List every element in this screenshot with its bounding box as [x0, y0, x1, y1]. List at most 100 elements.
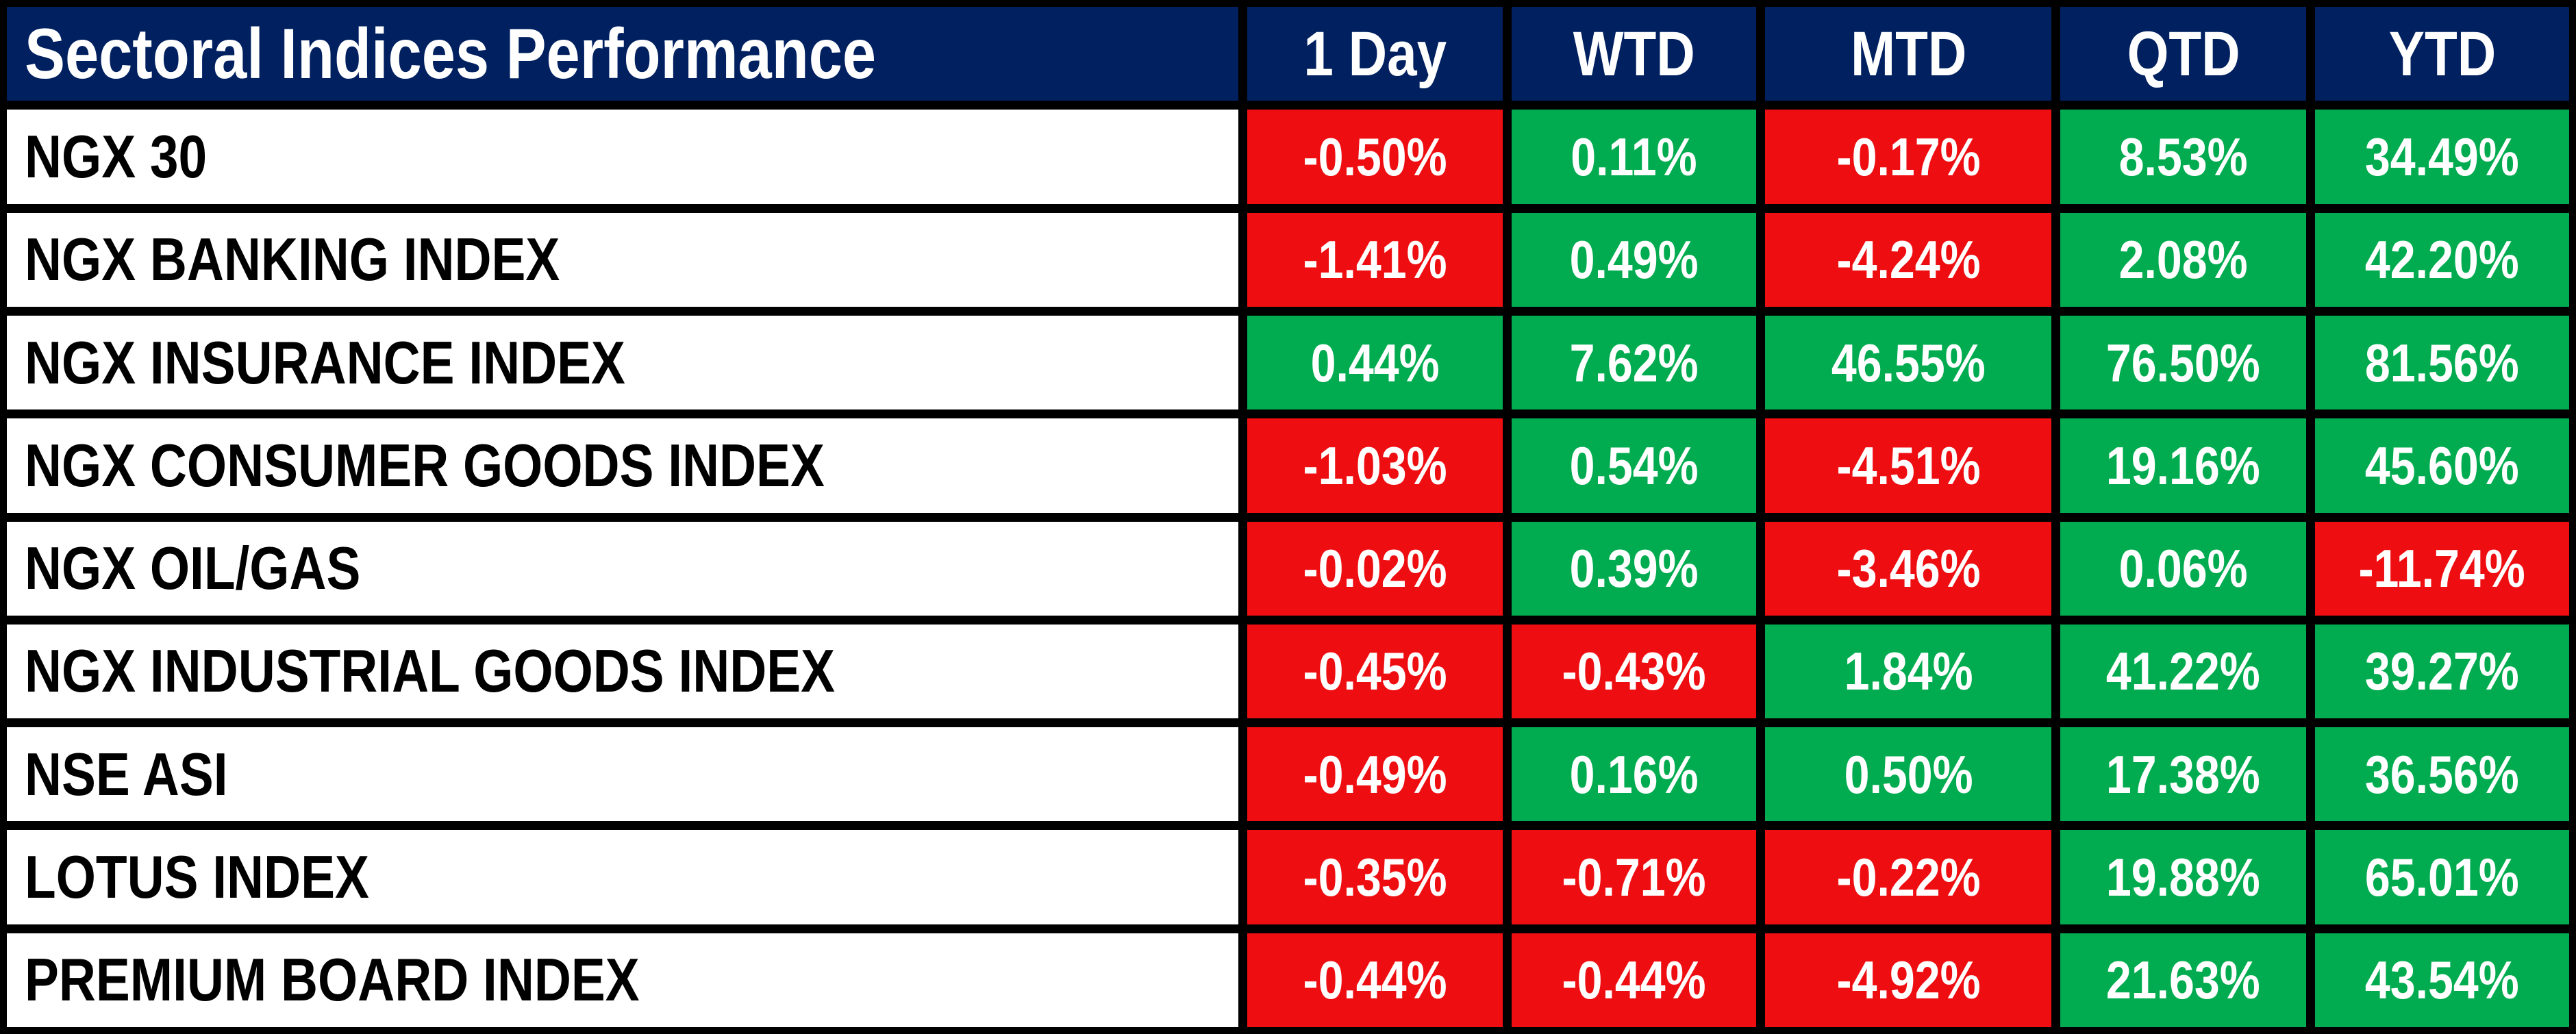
- column-header-wtd: WTD: [1512, 7, 1757, 101]
- value-cell: -0.49%: [1247, 727, 1503, 822]
- value-text: 81.56%: [2365, 332, 2520, 393]
- value-cell: 19.88%: [2060, 830, 2307, 924]
- value-text: 42.20%: [2365, 229, 2520, 290]
- value-cell: 17.38%: [2060, 727, 2307, 822]
- value-cell: 34.49%: [2315, 110, 2569, 204]
- column-header-label: YTD: [2388, 18, 2496, 89]
- value-text: -0.17%: [1836, 126, 1981, 187]
- value-text: -1.41%: [1303, 229, 1447, 290]
- value-text: 0.50%: [1844, 744, 1973, 805]
- value-text: 39.27%: [2365, 641, 2520, 702]
- value-cell: -0.50%: [1247, 110, 1503, 204]
- value-cell: 76.50%: [2060, 315, 2307, 410]
- value-text: -0.43%: [1562, 641, 1706, 702]
- value-text: 34.49%: [2365, 126, 2520, 187]
- value-cell: -0.44%: [1247, 933, 1503, 1027]
- value-text: 65.01%: [2365, 847, 2520, 908]
- value-cell: -0.02%: [1247, 521, 1503, 616]
- value-text: 0.11%: [1571, 126, 1697, 187]
- row-label-ngx-30: NGX 30: [7, 110, 1239, 204]
- value-cell: -0.44%: [1512, 933, 1757, 1027]
- value-text: 0.44%: [1310, 332, 1440, 393]
- row-label-text: NGX INDUSTRIAL GOODS INDEX: [25, 637, 836, 705]
- value-text: 1.84%: [1844, 641, 1973, 702]
- value-text: 45.60%: [2365, 435, 2520, 496]
- row-label-text: NSE ASI: [25, 740, 228, 808]
- column-header-1day: 1 Day: [1247, 7, 1503, 101]
- value-cell: -11.74%: [2315, 521, 2569, 616]
- value-text: -0.71%: [1562, 847, 1706, 908]
- value-text: 0.39%: [1569, 538, 1699, 599]
- row-label-text: NGX OIL/GAS: [25, 534, 361, 603]
- column-header-label: 1 Day: [1303, 18, 1447, 89]
- value-text: 41.22%: [2106, 641, 2261, 702]
- value-cell: 42.20%: [2315, 212, 2569, 307]
- row-label-ngx-oil-gas: NGX OIL/GAS: [7, 521, 1239, 616]
- value-text: -0.44%: [1562, 950, 1706, 1011]
- column-header-label: WTD: [1573, 18, 1695, 89]
- column-header-mtd: MTD: [1765, 7, 2052, 101]
- value-cell: -1.03%: [1247, 418, 1503, 513]
- column-header-label: MTD: [1850, 18, 1966, 89]
- row-label-ngx-industrial-goods-index: NGX INDUSTRIAL GOODS INDEX: [7, 624, 1239, 719]
- value-cell: 21.63%: [2060, 933, 2307, 1027]
- value-text: 2.08%: [2118, 229, 2248, 290]
- value-text: 21.63%: [2106, 950, 2261, 1011]
- value-text: -4.24%: [1836, 229, 1981, 290]
- row-label-lotus-index: LOTUS INDEX: [7, 830, 1239, 924]
- value-cell: -0.45%: [1247, 624, 1503, 719]
- value-text: 0.49%: [1569, 229, 1699, 290]
- value-cell: 39.27%: [2315, 624, 2569, 719]
- table-title: Sectoral Indices Performance: [25, 14, 877, 94]
- value-text: 0.54%: [1569, 435, 1699, 496]
- value-cell: 2.08%: [2060, 212, 2307, 307]
- value-cell: 81.56%: [2315, 315, 2569, 410]
- row-label-ngx-consumer-goods-index: NGX CONSUMER GOODS INDEX: [7, 418, 1239, 513]
- value-cell: 7.62%: [1512, 315, 1757, 410]
- value-cell: -4.51%: [1765, 418, 2052, 513]
- value-text: -0.45%: [1303, 641, 1447, 702]
- value-text: 19.88%: [2106, 847, 2261, 908]
- value-text: 8.53%: [2118, 126, 2248, 187]
- value-text: -1.03%: [1303, 435, 1447, 496]
- value-cell: 8.53%: [2060, 110, 2307, 204]
- value-text: -4.51%: [1836, 435, 1981, 496]
- value-text: -0.02%: [1303, 538, 1447, 599]
- value-text: 43.54%: [2365, 950, 2520, 1011]
- value-text: 7.62%: [1569, 332, 1699, 393]
- value-text: -0.44%: [1303, 950, 1447, 1011]
- value-text: -3.46%: [1836, 538, 1981, 599]
- row-label-text: NGX CONSUMER GOODS INDEX: [25, 431, 825, 499]
- value-cell: 0.11%: [1512, 110, 1757, 204]
- value-text: -0.22%: [1836, 847, 1981, 908]
- value-text: -0.50%: [1303, 126, 1447, 187]
- value-cell: 0.44%: [1247, 315, 1503, 410]
- column-header-qtd: QTD: [2060, 7, 2307, 101]
- value-text: 46.55%: [1831, 332, 1986, 393]
- value-cell: 0.50%: [1765, 727, 2052, 822]
- column-header-ytd: YTD: [2315, 7, 2569, 101]
- value-cell: 0.49%: [1512, 212, 1757, 307]
- value-cell: -4.24%: [1765, 212, 2052, 307]
- value-cell: 36.56%: [2315, 727, 2569, 822]
- value-cell: 65.01%: [2315, 830, 2569, 924]
- value-text: 0.16%: [1569, 744, 1699, 805]
- value-cell: 43.54%: [2315, 933, 2569, 1027]
- value-text: 36.56%: [2365, 744, 2520, 805]
- value-text: 0.06%: [2118, 538, 2248, 599]
- row-label-text: PREMIUM BOARD INDEX: [25, 946, 640, 1014]
- value-text: 17.38%: [2106, 744, 2261, 805]
- row-label-text: NGX BANKING INDEX: [25, 225, 560, 294]
- row-label-text: NGX 30: [25, 122, 208, 190]
- value-cell: 0.16%: [1512, 727, 1757, 822]
- value-cell: -4.92%: [1765, 933, 2052, 1027]
- value-cell: 19.16%: [2060, 418, 2307, 513]
- row-label-premium-board-index: PREMIUM BOARD INDEX: [7, 933, 1239, 1027]
- row-label-text: NGX INSURANCE INDEX: [25, 328, 625, 396]
- value-cell: 0.06%: [2060, 521, 2307, 616]
- value-cell: -0.71%: [1512, 830, 1757, 924]
- value-cell: 1.84%: [1765, 624, 2052, 719]
- value-text: -11.74%: [2358, 538, 2526, 599]
- value-text: 76.50%: [2106, 332, 2261, 393]
